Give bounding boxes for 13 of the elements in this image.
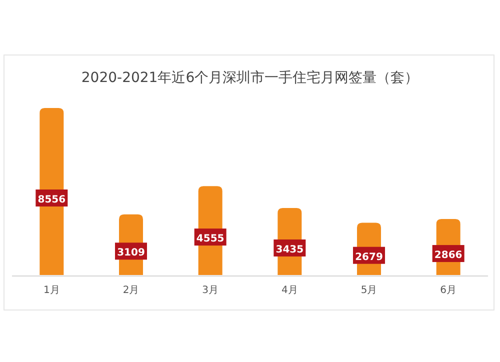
x-tick-label: 3月 <box>202 285 219 296</box>
data-label: 2866 <box>434 250 462 262</box>
x-tick-label: 5月 <box>360 285 378 296</box>
data-label: 4555 <box>196 234 224 245</box>
chart-title: 2020-2021年近6个月深圳市一手住宅月网签量（套） <box>81 70 419 86</box>
data-label: 2679 <box>355 252 383 263</box>
x-tick-label: 2月 <box>122 285 140 296</box>
x-tick-label: 6月 <box>440 285 457 296</box>
data-label: 3435 <box>276 244 304 256</box>
data-label: 8556 <box>38 194 66 206</box>
x-tick-label: 1月 <box>43 285 60 296</box>
data-label: 3109 <box>117 248 145 259</box>
x-tick-label: 4月 <box>281 285 298 296</box>
